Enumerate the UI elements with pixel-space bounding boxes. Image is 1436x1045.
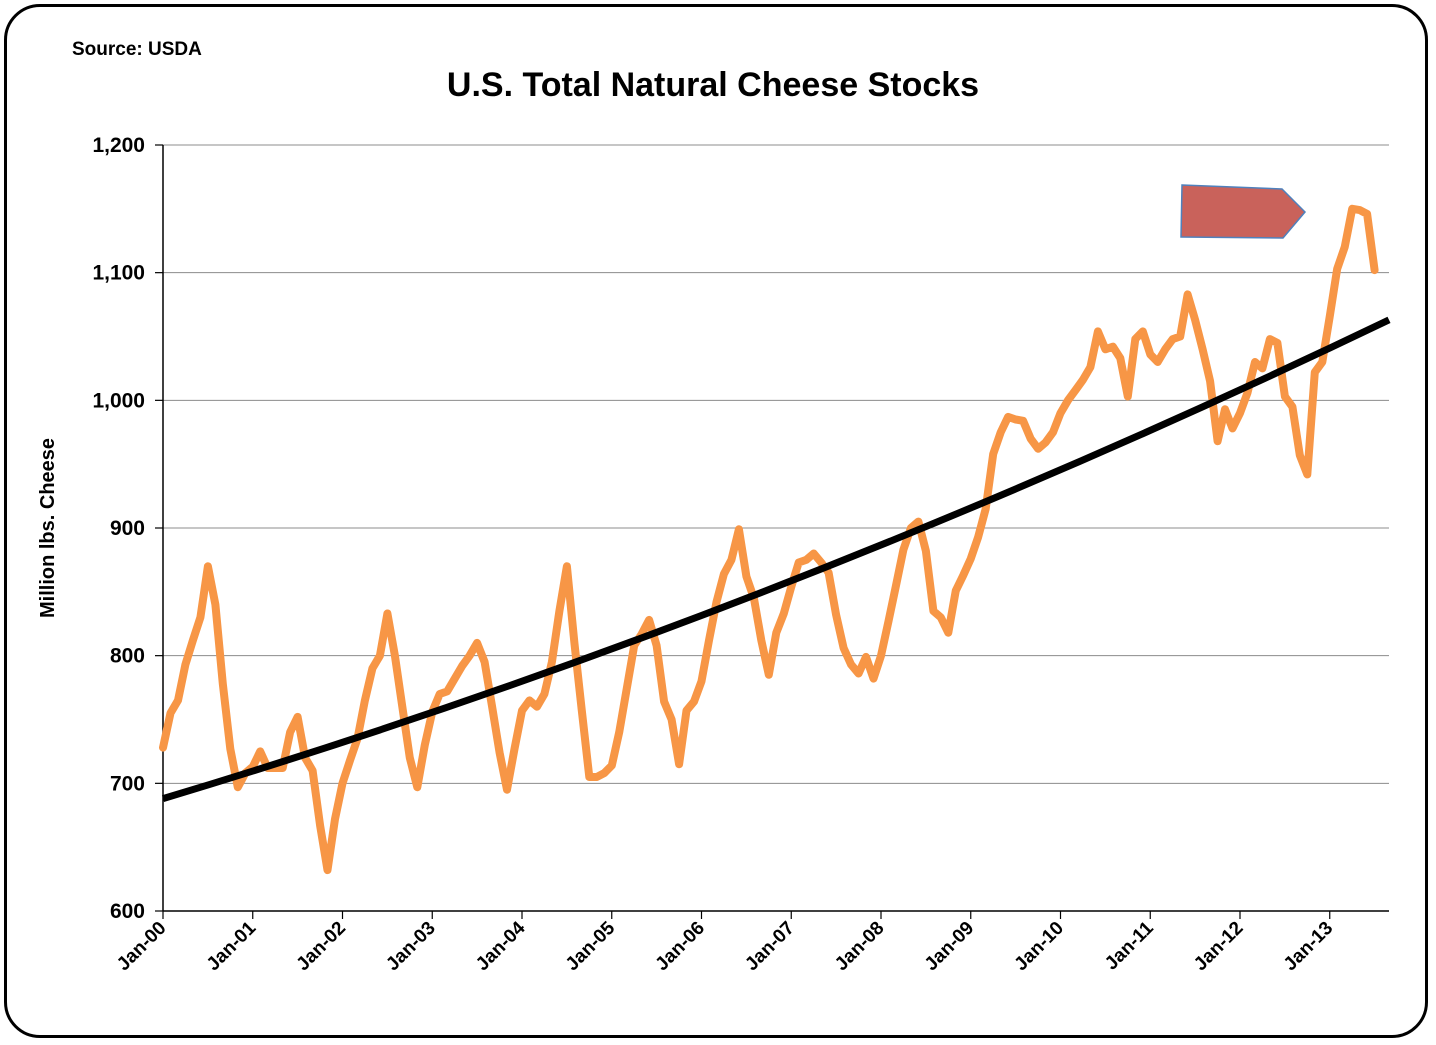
source-note: Source: USDA: [72, 39, 202, 60]
y-tick-label: 1,000: [92, 389, 145, 412]
y-axis-label: Million lbs. Cheese: [37, 438, 59, 618]
x-tick-label: Jan-11: [1101, 917, 1158, 974]
y-tick-label: 800: [110, 645, 145, 668]
x-axis-ticks: Jan-00 Jan-01 Jan-02 Jan-03 Jan-04 Jan-05 Jan-…: [113, 911, 1337, 975]
x-tick-label: Jan-00: [113, 918, 170, 975]
y-axis-ticks: 600 700 800 900 1,000 1,100 1,200: [92, 134, 163, 923]
arrow-annotation: [1180, 184, 1307, 239]
chart-frame: [4, 4, 1428, 1038]
x-tick-label: Jan-06: [652, 918, 709, 975]
annotations: [1180, 184, 1307, 239]
x-tick-label: Jan-03: [382, 918, 439, 975]
series-layer: [159, 204, 1391, 875]
x-tick-label: Jan-02: [293, 918, 350, 975]
x-tick-label: Jan-13: [1280, 918, 1337, 975]
x-tick-label: Jan-04: [472, 917, 530, 975]
y-tick-label: 700: [110, 772, 145, 795]
x-tick-label: Jan-12: [1190, 918, 1247, 975]
x-tick-label: Jan-05: [562, 917, 620, 975]
chart-title: U.S. Total Natural Cheese Stocks: [446, 66, 980, 104]
y-tick-label: 600: [110, 900, 145, 923]
gridlines: [163, 144, 1389, 784]
series-line-cheese-stocks: [159, 204, 1379, 875]
x-tick-label: Jan-10: [1011, 918, 1068, 975]
x-tick-label: Jan-07: [741, 918, 798, 975]
series-line-trend: [161, 316, 1391, 803]
y-tick-label: 1,100: [92, 262, 145, 285]
x-tick-label: Jan-01: [203, 917, 261, 975]
y-tick-label: 900: [110, 517, 145, 540]
x-tick-label: Jan-08: [831, 918, 888, 975]
y-tick-label: 1,200: [92, 134, 145, 157]
x-tick-label: Jan-09: [921, 918, 978, 975]
